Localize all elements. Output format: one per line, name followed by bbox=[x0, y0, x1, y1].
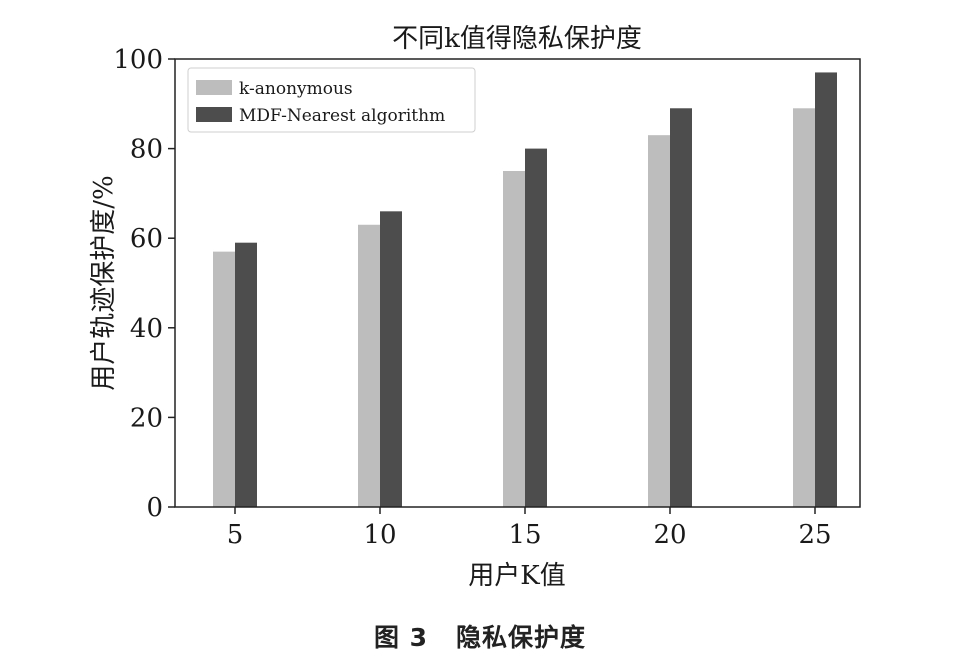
bar-series1-10 bbox=[358, 224, 380, 507]
x-tick-label-5: 5 bbox=[227, 520, 244, 550]
legend-label-series2: MDF-Nearest algorithm bbox=[239, 106, 445, 126]
y-tick-label-20: 20 bbox=[130, 403, 163, 433]
x-tick-label-25: 25 bbox=[798, 520, 831, 550]
bar-series1-15 bbox=[503, 171, 525, 507]
bar-series2-20 bbox=[670, 108, 692, 507]
bar-series2-25 bbox=[815, 72, 837, 507]
plot-frame bbox=[174, 58, 861, 508]
legend-label-series1: k-anonymous bbox=[239, 79, 353, 99]
figure-caption: 图 3 隐私保护度 bbox=[0, 618, 960, 654]
bar-series2-15 bbox=[525, 148, 547, 507]
y-tick-label-0: 0 bbox=[146, 493, 163, 523]
legend-box bbox=[187, 67, 476, 133]
bar-series1-5 bbox=[213, 251, 235, 507]
bars-layer bbox=[213, 72, 837, 507]
chart-title: 不同k值得隐私保护度 bbox=[392, 24, 642, 54]
figure-number: 图 3 bbox=[373, 623, 429, 652]
y-axis-label: 用户轨迹保护度/% bbox=[89, 175, 119, 390]
y-tick-label-40: 40 bbox=[130, 314, 163, 344]
x-tick-label-10: 10 bbox=[363, 520, 396, 550]
bar-series2-5 bbox=[235, 242, 257, 507]
x-tick-label-15: 15 bbox=[508, 520, 541, 550]
y-tick-label-60: 60 bbox=[130, 224, 163, 254]
x-axis-label: 用户K值 bbox=[468, 561, 565, 591]
bar-series1-20 bbox=[648, 135, 670, 507]
figure-caption-text: 隐私保护度 bbox=[456, 623, 587, 652]
bar-series2-10 bbox=[380, 211, 402, 507]
x-axis: 5 10 15 20 25 bbox=[227, 507, 832, 550]
legend: k-anonymous MDF-Nearest algorithm bbox=[187, 67, 476, 133]
y-axis: 0 20 40 60 80 100 bbox=[113, 45, 175, 523]
x-tick-label-20: 20 bbox=[653, 520, 686, 550]
legend-swatch-series2 bbox=[196, 107, 232, 122]
y-tick-label-80: 80 bbox=[130, 135, 163, 165]
legend-swatch-series1 bbox=[196, 80, 232, 95]
y-tick-label-100: 100 bbox=[113, 45, 163, 75]
bar-chart: 不同k值得隐私保护度 0 20 40 60 80 100 5 10 15 20 25 用户K值 用… bbox=[89, 24, 861, 591]
bar-series1-25 bbox=[793, 108, 815, 507]
